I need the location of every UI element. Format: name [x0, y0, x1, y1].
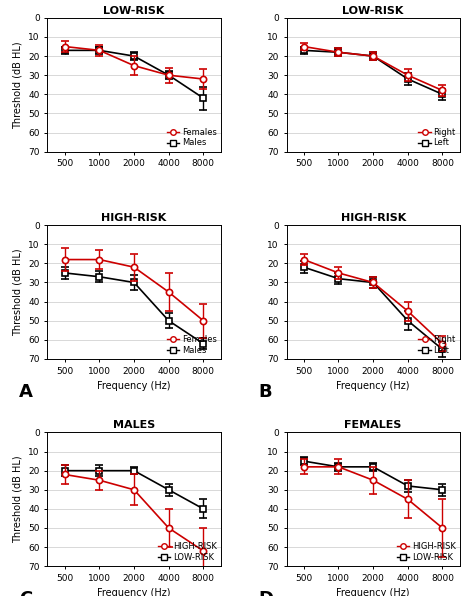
- Text: D: D: [258, 590, 273, 596]
- X-axis label: Frequency (Hz): Frequency (Hz): [97, 588, 171, 596]
- Title: HIGH-RISK: HIGH-RISK: [101, 213, 167, 223]
- Title: HIGH-RISK: HIGH-RISK: [340, 213, 406, 223]
- Text: C: C: [19, 590, 32, 596]
- Legend: Right, Left: Right, Left: [419, 335, 456, 355]
- X-axis label: Frequency (Hz): Frequency (Hz): [97, 381, 171, 391]
- Y-axis label: Threshold (dB HL): Threshold (dB HL): [13, 41, 23, 129]
- Y-axis label: Threshold (dB HL): Threshold (dB HL): [13, 248, 23, 336]
- Title: MALES: MALES: [113, 420, 155, 430]
- Text: A: A: [19, 383, 33, 401]
- Legend: HIGH-RISK, LOW-RISK: HIGH-RISK, LOW-RISK: [397, 542, 456, 562]
- Legend: Females, Males: Females, Males: [167, 128, 217, 147]
- X-axis label: Frequency (Hz): Frequency (Hz): [337, 381, 410, 391]
- Title: LOW-RISK: LOW-RISK: [103, 6, 165, 15]
- Text: B: B: [258, 383, 272, 401]
- Title: FEMALES: FEMALES: [345, 420, 402, 430]
- Y-axis label: Threshold (dB HL): Threshold (dB HL): [13, 455, 23, 543]
- X-axis label: Frequency (Hz): Frequency (Hz): [337, 588, 410, 596]
- Title: LOW-RISK: LOW-RISK: [342, 6, 404, 15]
- Legend: Females, Males: Females, Males: [167, 335, 217, 355]
- Legend: HIGH-RISK, LOW-RISK: HIGH-RISK, LOW-RISK: [158, 542, 217, 562]
- Legend: Right, Left: Right, Left: [419, 128, 456, 147]
